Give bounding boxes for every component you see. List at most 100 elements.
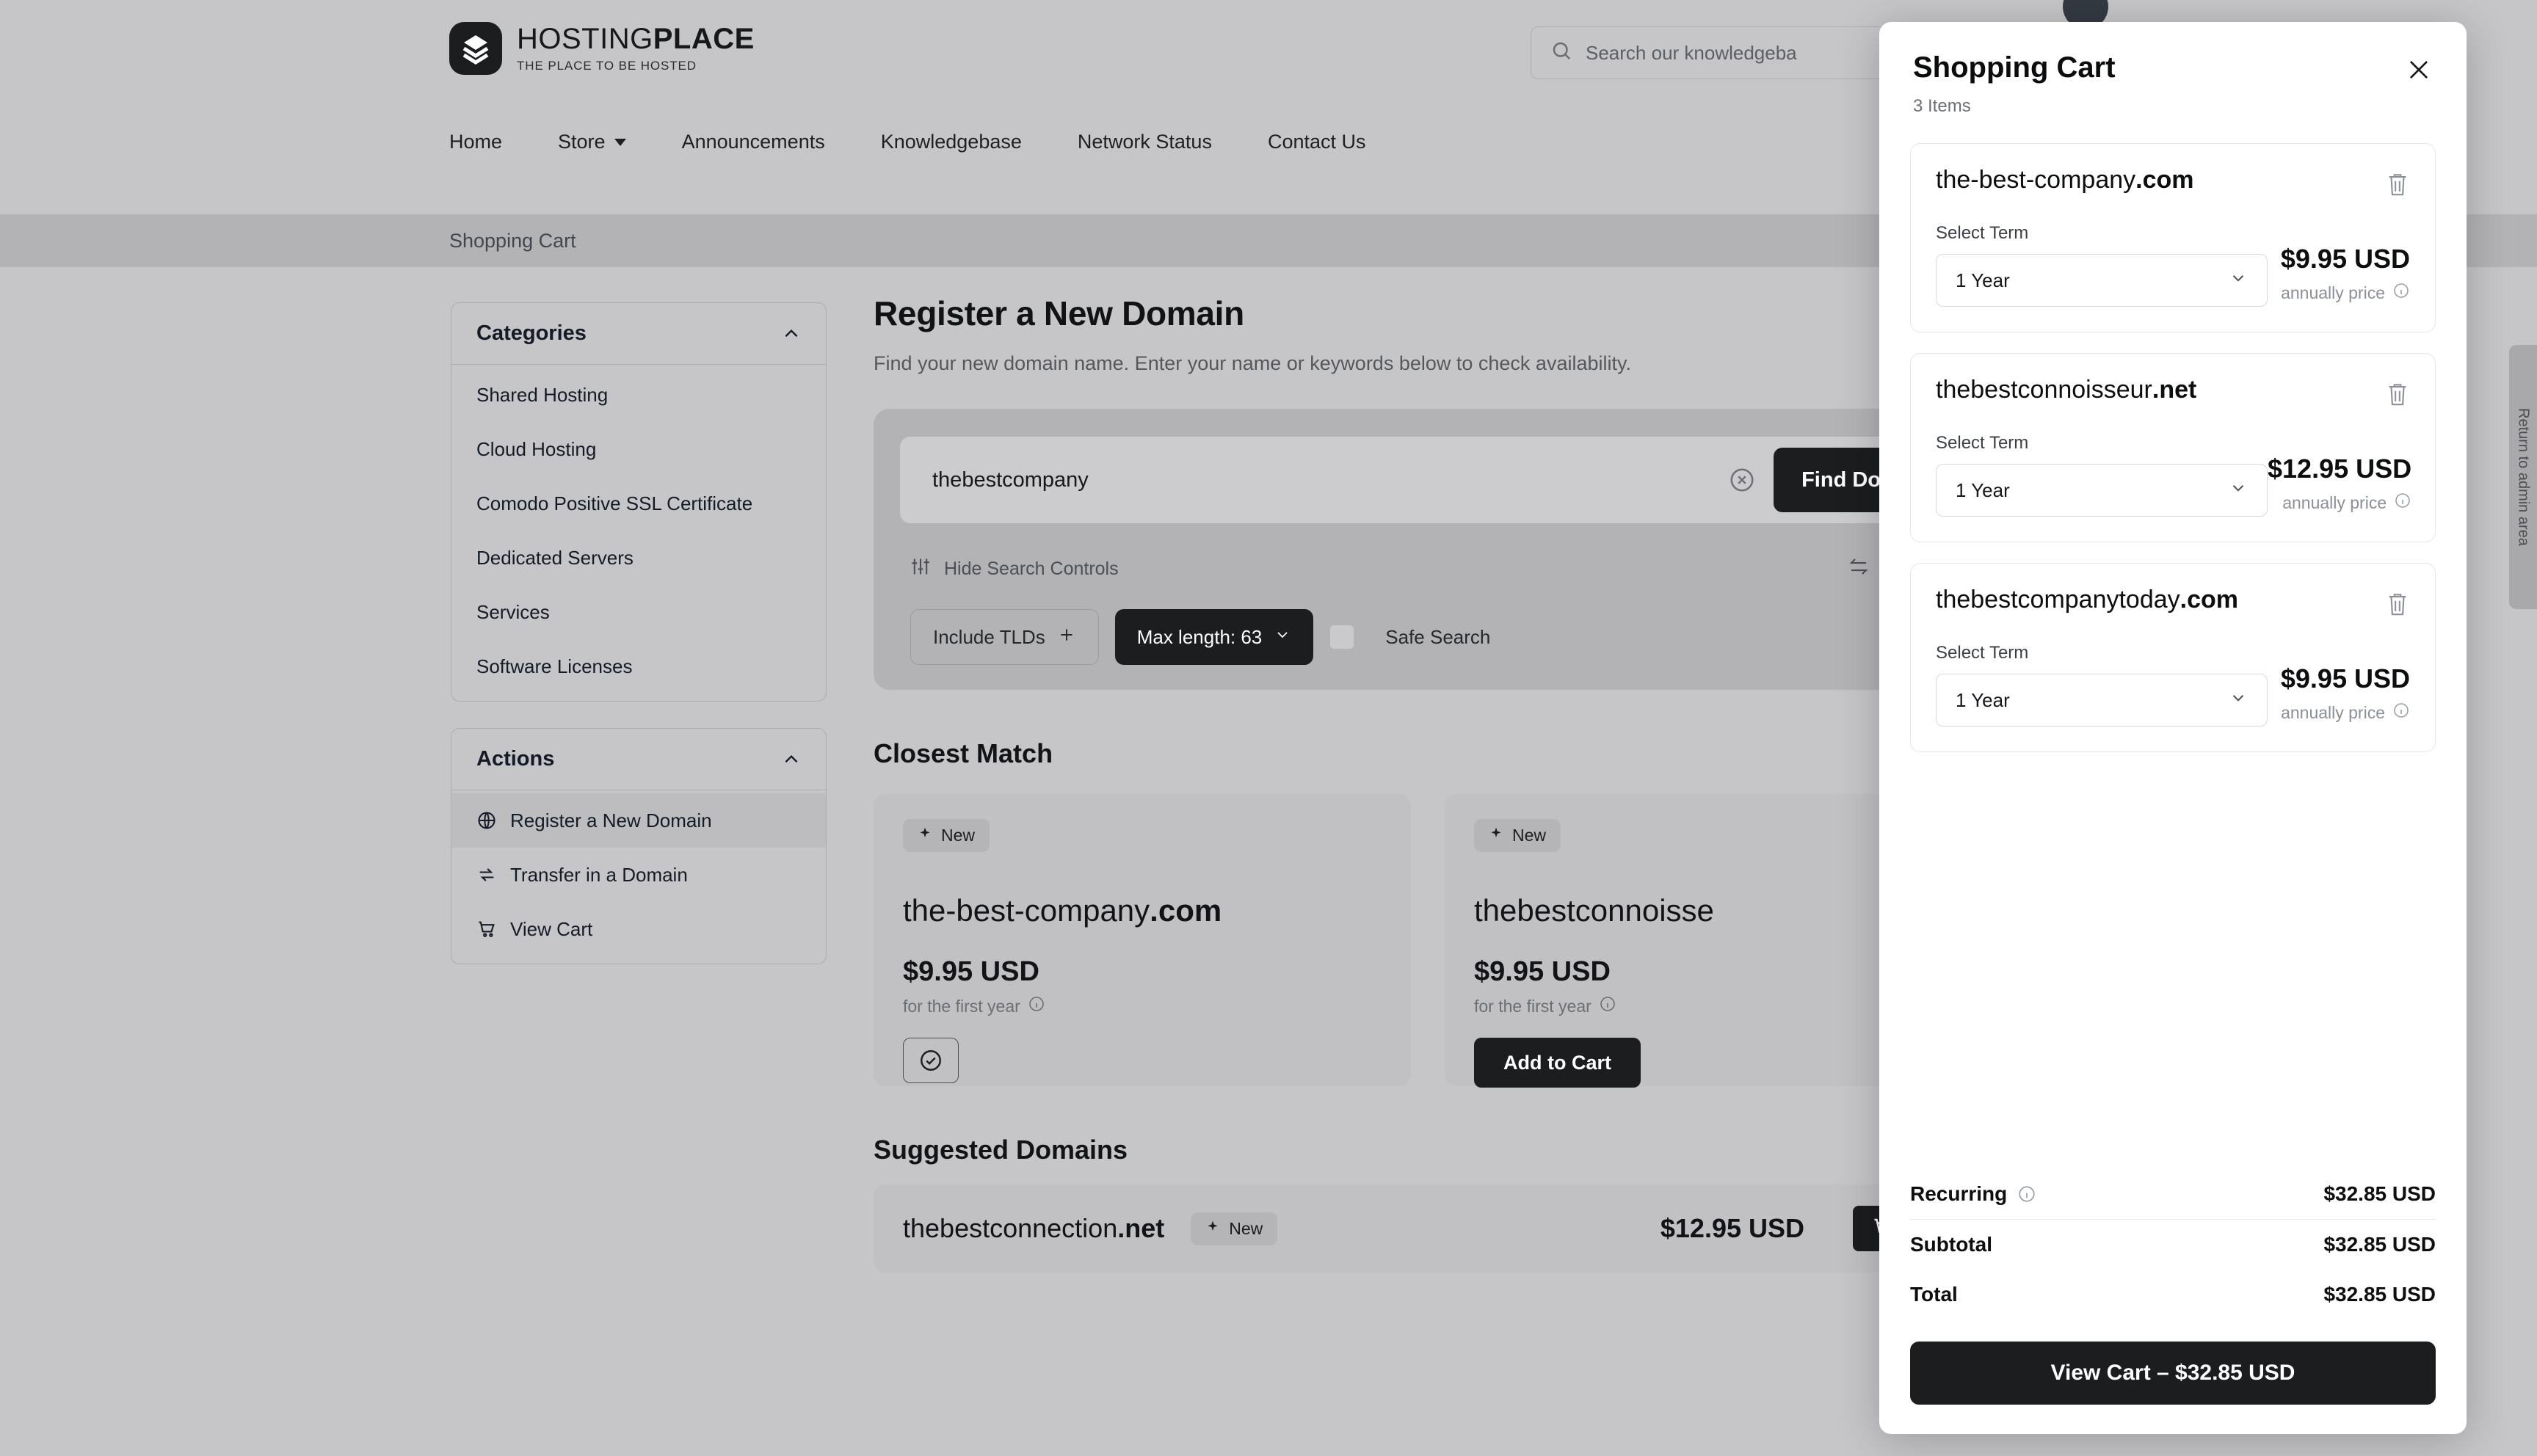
nav-item-knowledgebase[interactable]: Knowledgebase [853, 131, 1050, 153]
new-badge-label: New [941, 826, 976, 845]
sidebar-item-shared-hosting[interactable]: Shared Hosting [451, 368, 826, 422]
sidebar-item-comodo-ssl[interactable]: Comodo Positive SSL Certificate [451, 476, 826, 531]
cart-item-body: Select Term 1 Year $9.95 USD annually pr… [1936, 643, 2410, 727]
closest-match-cards: New the-best-company.com $9.95 USD for t… [874, 794, 2122, 1088]
cart-item-price-note-label: annually price [2281, 702, 2385, 722]
sidebar: Categories Shared Hosting Cloud Hosting … [451, 302, 827, 991]
new-badge: New [1474, 819, 1561, 852]
cart-item-pricing: $9.95 USD annually price [2281, 663, 2410, 727]
actions-list: Register a New Domain Transfer in a Doma… [451, 790, 826, 964]
clear-icon[interactable] [1728, 466, 1756, 494]
nav-item-network-status[interactable]: Network Status [1050, 131, 1240, 153]
closest-match-heading: Closest Match [874, 738, 1053, 768]
cart-item: the-best-company.com Select Term 1 Year [1910, 143, 2436, 332]
actions-panel-header[interactable]: Actions [451, 729, 826, 790]
sidebar-item-software-licenses[interactable]: Software Licenses [451, 639, 826, 694]
include-tlds-label: Include TLDs [933, 625, 1045, 648]
chevron-up-icon[interactable] [782, 750, 801, 769]
cart-item-name: thebestconnoisseur.net [1936, 376, 2196, 404]
actions-panel: Actions Register a New Domain [451, 728, 827, 964]
sidebar-item-label: Register a New Domain [510, 809, 712, 831]
select-term-value: 1 Year [1956, 478, 2010, 501]
delete-icon[interactable] [2385, 380, 2410, 408]
cart-item-price: $12.95 USD [2268, 454, 2412, 484]
cart-item-count: 3 Items [1913, 96, 1971, 116]
categories-panel-header[interactable]: Categories [451, 303, 826, 365]
include-tlds-chip[interactable]: Include TLDs [910, 609, 1099, 665]
select-term-dropdown[interactable]: 1 Year [1936, 464, 2268, 517]
domain-name: the-best-company.com [903, 893, 1382, 928]
knowledgebase-search[interactable]: Search our knowledgeba [1531, 26, 2044, 79]
sparkle-icon [1489, 826, 1503, 845]
in-cart-button[interactable] [903, 1038, 959, 1083]
info-icon[interactable] [1599, 995, 1616, 1017]
cart-item-name-main: thebestconnoisseur [1936, 376, 2152, 404]
cart-item-name: thebestcompanytoday.com [1936, 586, 2238, 614]
nav-label: Contact Us [1267, 131, 1366, 153]
cart-item-price-note: annually price [2268, 492, 2411, 514]
select-term-label: Select Term [1936, 223, 2029, 243]
select-term-dropdown[interactable]: 1 Year [1936, 674, 2268, 727]
max-length-chip[interactable]: Max length: 63 [1114, 609, 1314, 665]
info-icon[interactable] [2392, 282, 2410, 304]
site-logo[interactable]: HOSTINGPLACE THE PLACE TO BE HOSTED [449, 22, 755, 75]
chevron-down-icon [1274, 626, 1291, 649]
info-icon[interactable] [2394, 492, 2411, 514]
view-cart-button[interactable]: View Cart – $32.85 USD [1910, 1342, 2436, 1405]
select-term-label: Select Term [1936, 433, 2029, 453]
cart-item-header: the-best-company.com [1936, 166, 2410, 198]
cart-item-price-note-label: annually price [2281, 283, 2385, 302]
info-icon[interactable] [2392, 702, 2410, 724]
suggested-domain-price: $12.95 USD [1660, 1213, 1804, 1243]
nav-item-contact-us[interactable]: Contact Us [1240, 131, 1394, 153]
site-header: HOSTINGPLACE THE PLACE TO BE HOSTED Sear… [0, 0, 2537, 125]
domain-price-note-label: for the first year [1474, 996, 1591, 1016]
chevron-down-icon [2229, 269, 2248, 293]
categories-title: Categories [476, 321, 587, 345]
hide-search-controls-label: Hide Search Controls [944, 558, 1119, 579]
delete-icon[interactable] [2385, 590, 2410, 618]
cart-item-term: Select Term 1 Year [1936, 433, 2268, 517]
info-icon[interactable] [1028, 995, 1045, 1017]
domain-name-main: thebestconnoisse [1474, 893, 1714, 928]
domain-name: thebestconnoisse [1474, 893, 1953, 928]
sidebar-item-view-cart[interactable]: View Cart [451, 902, 826, 956]
cart-totals: Recurring $32.85 USD Subtotal $32.85 USD… [1879, 1169, 2467, 1434]
sidebar-item-services[interactable]: Services [451, 585, 826, 639]
delete-icon[interactable] [2385, 170, 2410, 198]
actions-title: Actions [476, 747, 555, 771]
nav-item-announcements[interactable]: Announcements [654, 131, 853, 153]
suggested-domain-name-tld: .net [1117, 1213, 1165, 1243]
cart-item-body: Select Term 1 Year $9.95 USD annually pr… [1936, 223, 2410, 307]
hide-search-controls-toggle[interactable]: Hide Search Controls [910, 556, 1119, 582]
add-to-cart-button[interactable]: Add to Cart [1474, 1038, 1641, 1088]
info-icon[interactable] [2017, 1184, 2036, 1204]
cart-item-price: $9.95 USD [2280, 244, 2410, 274]
total-label: Total [1910, 1283, 1958, 1306]
sidebar-item-register-new-domain[interactable]: Register a New Domain [451, 793, 826, 848]
cart-item-name-tld: .net [2152, 376, 2197, 404]
page-title: Register a New Domain [874, 294, 1244, 332]
suggested-domain-row: thebestconnection.net New $12.95 USD [874, 1184, 1945, 1273]
nav-item-home[interactable]: Home [449, 131, 530, 153]
sidebar-item-label: Software Licenses [476, 655, 633, 677]
cart-item-name: the-best-company.com [1936, 166, 2194, 194]
cart-items-list: the-best-company.com Select Term 1 Year [1879, 117, 2467, 1169]
safe-search-checkbox[interactable] [1329, 625, 1355, 649]
sidebar-item-dedicated-servers[interactable]: Dedicated Servers [451, 531, 826, 585]
select-term-dropdown[interactable]: 1 Year [1936, 254, 2268, 307]
sidebar-item-transfer-in-domain[interactable]: Transfer in a Domain [451, 848, 826, 902]
nav-label: Home [449, 131, 503, 153]
close-icon[interactable] [2405, 56, 2433, 84]
nav-item-store[interactable]: Store [530, 131, 654, 153]
return-to-admin-tab[interactable]: Return to admin area [2509, 345, 2537, 609]
safe-search-label: Safe Search [1385, 625, 1491, 648]
sidebar-item-label: View Cart [510, 917, 593, 940]
shopping-cart-drawer: Shopping Cart 3 Items the-best-company.c… [1879, 22, 2467, 1434]
cart-item-price-note: annually price [2281, 282, 2410, 304]
chevron-up-icon[interactable] [782, 324, 801, 343]
select-term-label: Select Term [1936, 643, 2029, 663]
domain-name-main: the-best-company [903, 893, 1150, 928]
sidebar-item-cloud-hosting[interactable]: Cloud Hosting [451, 422, 826, 476]
domain-search-input[interactable] [932, 467, 1729, 492]
